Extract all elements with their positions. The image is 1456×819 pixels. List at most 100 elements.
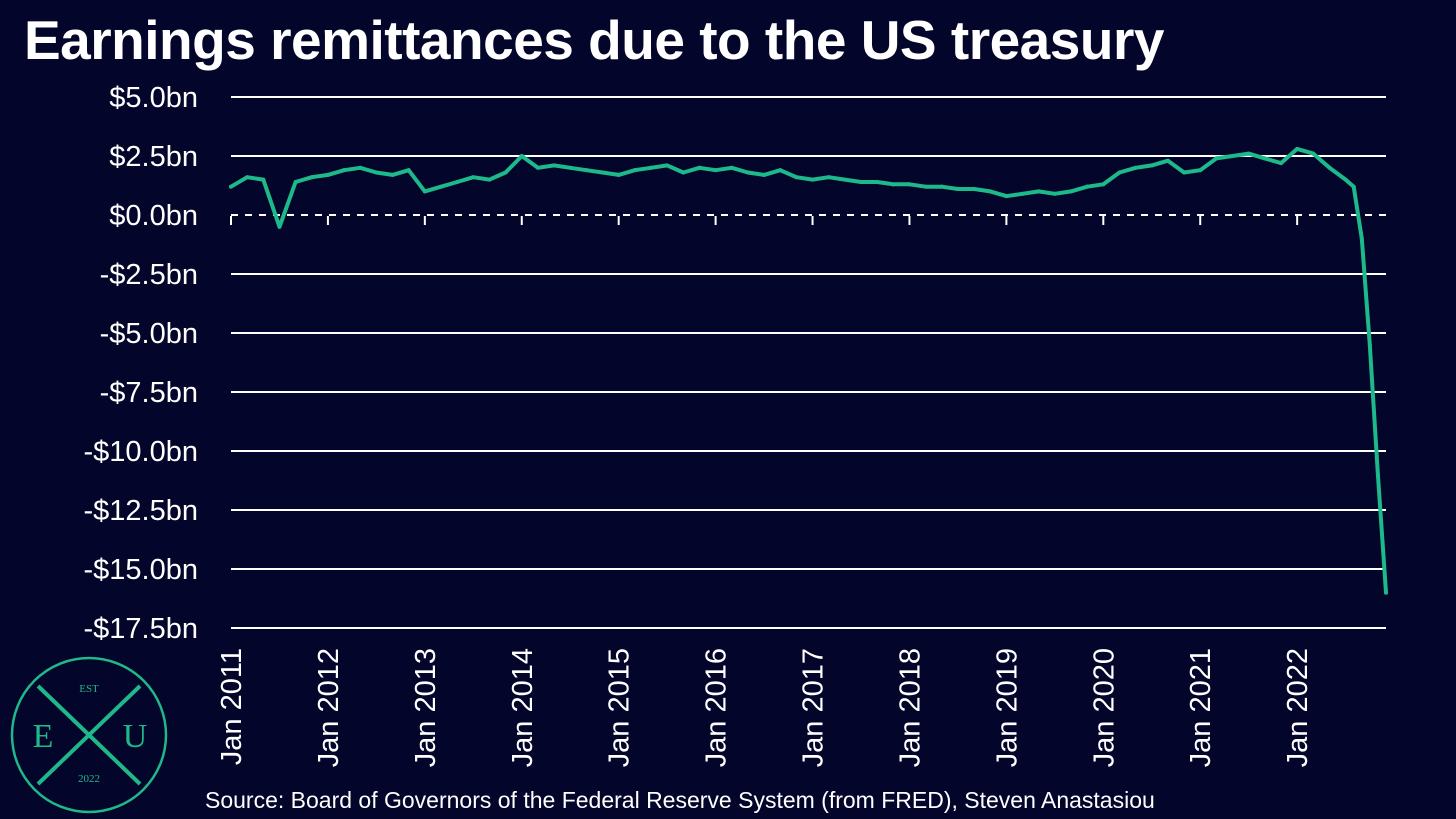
data-point	[390, 172, 395, 177]
data-point	[358, 165, 363, 170]
data-point	[1295, 146, 1300, 151]
data-point	[1020, 191, 1025, 196]
data-point	[439, 184, 443, 189]
x-tick-label: Jan 2019	[991, 648, 1023, 767]
x-tick-label: Jan 2013	[410, 648, 442, 767]
data-point	[1214, 156, 1219, 161]
svg-text:EST: EST	[79, 683, 99, 695]
data-point	[616, 172, 621, 177]
data-point	[535, 165, 540, 170]
data-point	[1230, 154, 1235, 158]
data-point	[939, 184, 944, 189]
data-point	[1367, 342, 1372, 347]
data-point	[891, 182, 896, 187]
data-point	[1343, 177, 1348, 182]
x-tick-label: Jan 2020	[1088, 648, 1120, 767]
x-axis-ticks	[230, 216, 1299, 225]
data-point	[552, 163, 557, 168]
y-tick-label: -$17.5bn	[84, 613, 199, 645]
data-point	[632, 168, 637, 173]
data-point	[1149, 163, 1154, 168]
x-tick-label: Jan 2018	[894, 648, 926, 767]
data-point	[875, 179, 880, 184]
data-point	[584, 168, 589, 173]
x-tick-label: Jan 2012	[313, 648, 345, 767]
data-point	[923, 184, 928, 189]
data-point	[1311, 151, 1316, 156]
x-tick-label: Jan 2016	[701, 648, 733, 767]
data-point	[293, 179, 298, 184]
data-point	[374, 170, 379, 175]
x-tick-label: Jan 2021	[1185, 648, 1217, 767]
data-point	[713, 168, 718, 173]
page-title: Earnings remittances due to the US treas…	[24, 9, 1164, 71]
data-point	[325, 172, 330, 177]
data-point	[309, 175, 314, 180]
data-point	[859, 179, 863, 184]
data-point	[762, 172, 767, 177]
x-tick-label: Jan 2017	[798, 648, 830, 767]
data-point	[455, 179, 460, 184]
data-point	[568, 165, 573, 170]
data-point	[600, 170, 605, 175]
svg-text:E: E	[33, 718, 54, 755]
data-point	[1101, 182, 1106, 187]
data-point	[503, 170, 508, 175]
data-point	[1182, 170, 1187, 175]
data-point	[1327, 165, 1332, 170]
y-tick-label: $5.0bn	[109, 82, 198, 114]
data-point	[1052, 191, 1057, 196]
data-point	[794, 175, 799, 180]
svg-text:U: U	[123, 718, 148, 755]
x-tick-label: Jan 2022	[1282, 648, 1314, 767]
y-axis-labels: $5.0bn $2.5bn $0.0bn -$2.5bn -$5.0bn -$7.5bn -…	[84, 82, 199, 645]
y-tick-label: -$12.5bn	[84, 495, 199, 527]
data-point	[697, 165, 702, 170]
y-tick-label: -$7.5bn	[100, 377, 198, 409]
data-point	[972, 187, 977, 192]
data-point	[907, 182, 912, 187]
data-point	[1085, 184, 1090, 189]
x-tick-label: Jan 2014	[507, 648, 539, 767]
source-note: Source: Board of Governors of the Federa…	[205, 787, 1155, 813]
data-point	[1279, 161, 1283, 166]
data-point	[422, 189, 427, 194]
data-point	[1004, 194, 1009, 199]
data-point	[745, 170, 750, 175]
grid-lines	[231, 96, 1386, 629]
x-axis-labels: Jan 2011 Jan 2012 Jan 2013 Jan 2014 Jan 2015…	[216, 648, 1314, 767]
y-tick-label: $2.5bn	[109, 141, 198, 173]
svg-text:2022: 2022	[78, 773, 100, 785]
data-point	[229, 184, 233, 189]
data-point	[1165, 158, 1170, 163]
data-point	[519, 154, 524, 158]
data-point	[1262, 156, 1267, 161]
y-tick-label: -$10.0bn	[84, 436, 199, 468]
data-point	[1359, 236, 1364, 241]
data-point	[1198, 168, 1203, 173]
data-point	[1351, 184, 1356, 189]
x-tick-label: Jan 2011	[216, 648, 248, 765]
exu-logo: EST E U 2022	[10, 656, 168, 814]
data-point	[810, 177, 815, 182]
data-point	[955, 187, 960, 192]
y-tick-label: -$5.0bn	[100, 318, 198, 350]
data-point	[842, 177, 847, 182]
data-point	[1246, 151, 1251, 156]
y-tick-label: -$2.5bn	[100, 259, 198, 291]
data-point	[471, 175, 476, 180]
data-point	[988, 189, 993, 194]
data-point	[826, 175, 831, 180]
data-point	[1133, 165, 1138, 170]
data-point	[245, 175, 250, 180]
data-point	[487, 177, 492, 182]
y-tick-label: -$15.0bn	[84, 554, 199, 586]
data-point	[729, 165, 734, 170]
data-point	[342, 168, 347, 173]
series-layer	[229, 146, 1388, 595]
data-point	[1069, 189, 1073, 194]
y-tick-label: $0.0bn	[109, 200, 198, 232]
data-point	[261, 177, 266, 182]
data-point	[1036, 189, 1041, 194]
